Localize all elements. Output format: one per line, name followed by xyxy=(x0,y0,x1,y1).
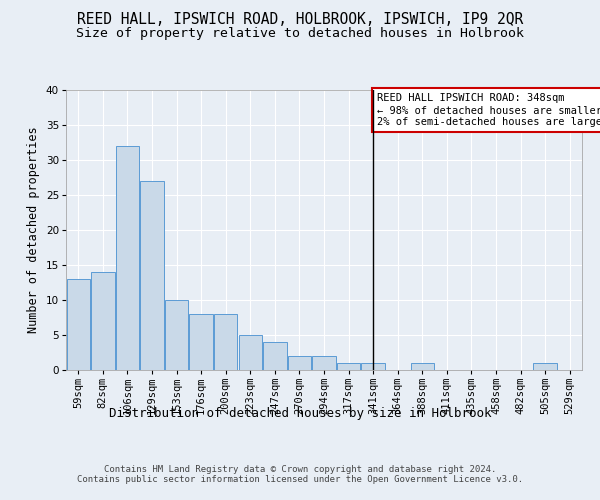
Bar xyxy=(214,314,238,370)
Bar xyxy=(337,363,360,370)
Bar xyxy=(410,363,434,370)
Bar xyxy=(165,300,188,370)
Bar xyxy=(313,356,335,370)
Bar xyxy=(67,279,90,370)
Text: Size of property relative to detached houses in Holbrook: Size of property relative to detached ho… xyxy=(76,28,524,40)
Bar xyxy=(239,335,262,370)
Bar xyxy=(190,314,213,370)
Y-axis label: Number of detached properties: Number of detached properties xyxy=(27,126,40,334)
Bar xyxy=(361,363,385,370)
Bar xyxy=(91,272,115,370)
Bar xyxy=(533,363,557,370)
Text: REED HALL IPSWICH ROAD: 348sqm
← 98% of detached houses are smaller (127)
2% of : REED HALL IPSWICH ROAD: 348sqm ← 98% of … xyxy=(377,94,600,126)
Bar xyxy=(263,342,287,370)
Bar xyxy=(116,146,139,370)
Text: Contains HM Land Registry data © Crown copyright and database right 2024.
Contai: Contains HM Land Registry data © Crown c… xyxy=(77,465,523,484)
Bar xyxy=(288,356,311,370)
Text: Distribution of detached houses by size in Holbrook: Distribution of detached houses by size … xyxy=(109,408,491,420)
Text: REED HALL, IPSWICH ROAD, HOLBROOK, IPSWICH, IP9 2QR: REED HALL, IPSWICH ROAD, HOLBROOK, IPSWI… xyxy=(77,12,523,28)
Bar xyxy=(140,181,164,370)
